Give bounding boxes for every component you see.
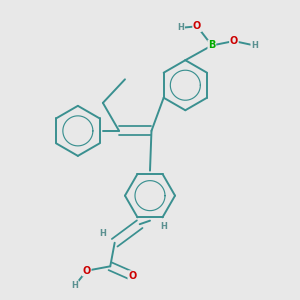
Text: O: O	[230, 36, 238, 46]
Text: O: O	[82, 266, 91, 276]
Text: H: H	[160, 222, 167, 231]
Text: O: O	[193, 21, 201, 31]
Text: B: B	[208, 40, 215, 50]
Text: H: H	[178, 23, 184, 32]
Text: H: H	[100, 230, 106, 238]
Text: H: H	[71, 281, 78, 290]
Text: O: O	[128, 271, 136, 281]
Text: H: H	[251, 41, 258, 50]
